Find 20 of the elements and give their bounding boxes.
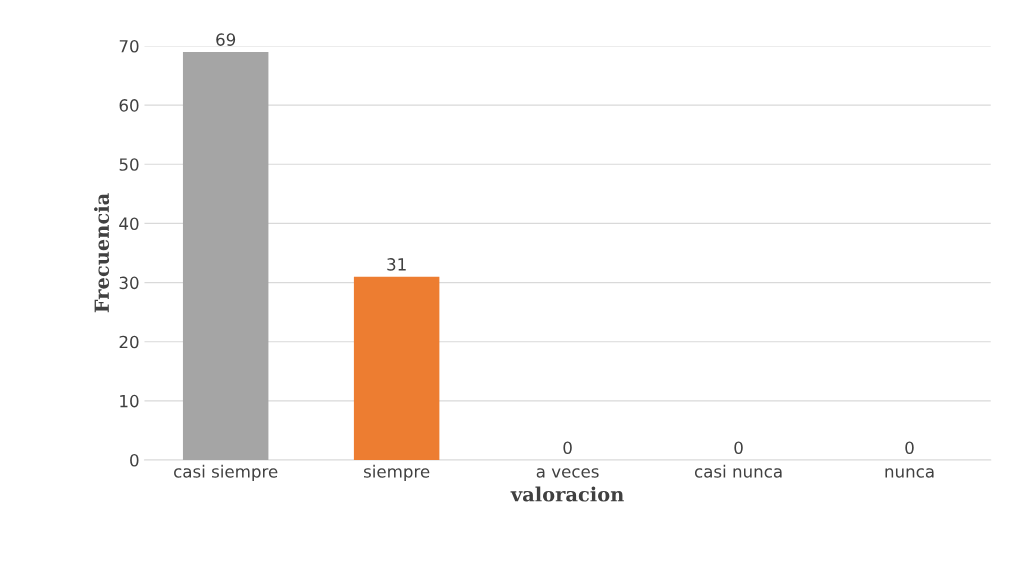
y-tick-label: 0 [130,453,139,467]
x-tick-label: casi siempre [174,464,278,481]
data-label: 31 [387,258,406,271]
data-label: 69 [216,33,236,46]
y-tick-label: 60 [119,99,139,112]
y-axis-title: Frecuencia [94,193,110,313]
x-tick-label: casi nunca [694,464,782,478]
x-tick-label: nunca [885,468,934,478]
y-tick-label: 30 [119,276,139,290]
data-label: 0 [734,441,743,454]
x-tick-label: a veces [536,468,599,478]
y-tick-label: 10 [120,394,139,408]
y-tick-label: 40 [119,217,139,230]
y-tick-label: 20 [119,335,139,349]
x-tick-label: siempre [363,464,430,481]
data-label: 0 [563,441,572,454]
data-label: 0 [905,441,914,454]
y-tick-label: 70 [119,39,139,53]
y-tick-label: 50 [119,158,139,171]
x-axis-title: valoracion [510,486,624,502]
